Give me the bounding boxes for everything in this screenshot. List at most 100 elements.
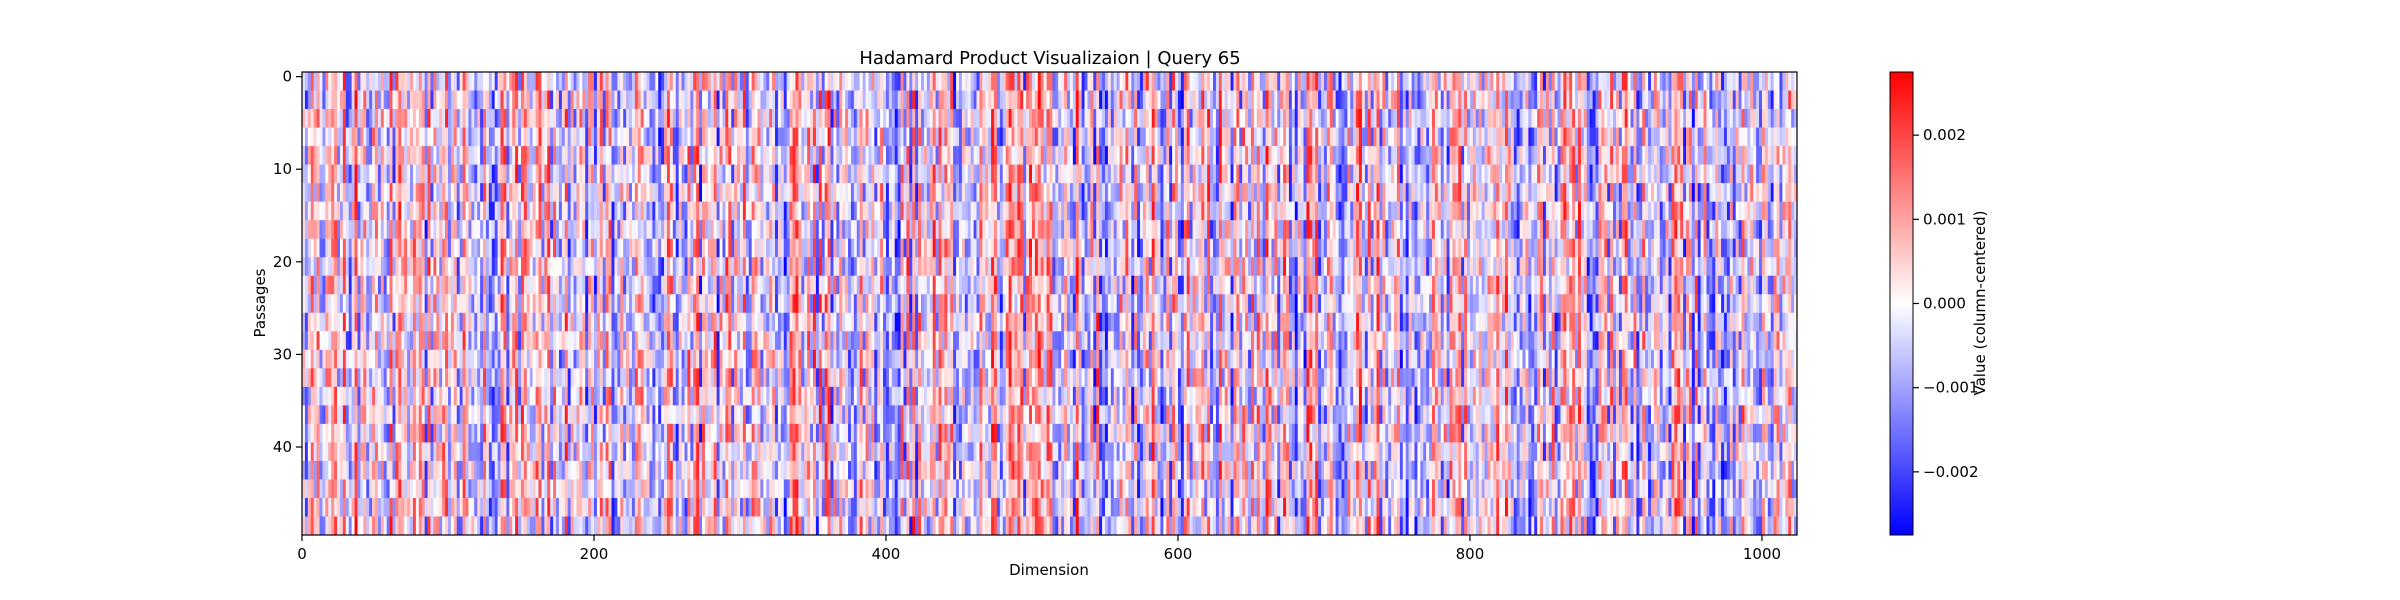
heatmap-cell	[538, 516, 542, 536]
heatmap-cell	[372, 349, 376, 369]
heatmap-cell	[360, 386, 364, 406]
heatmap-cell	[699, 460, 703, 480]
heatmap-cell	[372, 405, 376, 425]
heatmap-cell	[719, 349, 723, 369]
heatmap-cell	[427, 479, 431, 499]
heatmap-cell	[739, 238, 744, 258]
heatmap-cell	[614, 183, 618, 202]
heatmap-cell	[547, 238, 551, 258]
heatmap-cell	[366, 331, 370, 351]
heatmap-cell	[415, 183, 420, 202]
heatmap-cell	[821, 497, 825, 517]
heatmap-cell	[687, 497, 691, 517]
heatmap-cell	[664, 516, 668, 536]
heatmap-cell	[430, 257, 434, 277]
heatmap-cell	[488, 442, 493, 462]
heatmap-cell	[310, 257, 314, 277]
heatmap-cell	[377, 460, 382, 480]
heatmap-cell	[818, 294, 823, 314]
heatmap-cell	[707, 497, 712, 517]
heatmap-cell	[591, 516, 595, 536]
heatmap-cell	[585, 312, 589, 332]
heatmap-cell	[629, 294, 633, 314]
heatmap-cell	[339, 497, 344, 517]
heatmap-cell	[372, 127, 376, 147]
heatmap-cell	[375, 183, 379, 202]
heatmap-cell	[483, 516, 487, 536]
heatmap-cell	[719, 257, 723, 277]
heatmap-cell	[883, 238, 887, 258]
heatmap-cell	[734, 516, 738, 536]
heatmap-cell	[833, 275, 837, 295]
heatmap-cell	[591, 497, 595, 517]
heatmap-cell	[637, 238, 642, 258]
heatmap-cell	[780, 516, 785, 536]
heatmap-cell	[386, 386, 390, 406]
heatmap-cell	[833, 349, 837, 369]
heatmap-cell	[556, 201, 560, 221]
heatmap-cell	[754, 238, 758, 258]
heatmap-cell	[675, 516, 679, 536]
heatmap-cell	[739, 183, 744, 202]
heatmap-cell	[763, 442, 767, 462]
heatmap-cell	[640, 516, 644, 536]
heatmap-cell	[792, 127, 796, 147]
heatmap-cell	[704, 109, 709, 128]
heatmap-cell	[845, 479, 849, 499]
heatmap-cell	[348, 109, 352, 128]
heatmap-cell	[415, 442, 420, 462]
heatmap-cell	[789, 442, 793, 462]
heatmap-cell	[637, 386, 642, 406]
heatmap-cell	[807, 423, 811, 443]
heatmap-cell	[661, 349, 665, 369]
heatmap-cell	[500, 405, 504, 425]
heatmap-cell	[526, 516, 531, 536]
heatmap-cell	[678, 516, 682, 536]
heatmap-cell	[664, 238, 668, 258]
heatmap-cell	[360, 72, 364, 91]
heatmap-cell	[728, 164, 732, 184]
heatmap-cell	[775, 201, 779, 221]
heatmap-cell	[839, 72, 843, 91]
heatmap-cell	[737, 368, 741, 388]
heatmap-cell	[883, 423, 887, 443]
heatmap-cell	[407, 257, 411, 277]
heatmap-cell	[742, 312, 747, 332]
heatmap-cell	[798, 442, 802, 462]
heatmap-cell	[375, 479, 379, 499]
heatmap-cell	[626, 220, 630, 239]
heatmap-cell	[544, 275, 548, 295]
heatmap-cell	[839, 331, 843, 351]
heatmap-cell	[547, 183, 551, 202]
heatmap-cell	[529, 146, 533, 165]
heatmap-cell	[707, 294, 712, 314]
heatmap-cell	[436, 497, 440, 517]
heatmap-cell	[675, 386, 679, 406]
heatmap-cell	[801, 238, 805, 258]
heatmap-cell	[392, 423, 396, 443]
heatmap-cell	[745, 90, 750, 110]
heatmap-cell	[772, 460, 776, 480]
heatmap-cell	[658, 497, 662, 517]
heatmap-cell	[410, 220, 414, 239]
heatmap-cell	[442, 201, 446, 221]
heatmap-cell	[652, 183, 656, 202]
heatmap-cell	[529, 294, 533, 314]
heatmap-cell	[678, 72, 682, 91]
heatmap-cell	[693, 497, 697, 517]
heatmap-cell	[637, 423, 642, 443]
heatmap-cell	[693, 460, 697, 480]
heatmap-cell	[407, 201, 411, 221]
heatmap-cell	[818, 460, 823, 480]
heatmap-cell	[842, 183, 846, 202]
heatmap-cell	[380, 460, 385, 480]
heatmap-cell	[766, 220, 770, 239]
heatmap-cell	[576, 423, 580, 443]
heatmap-cell	[544, 127, 548, 147]
heatmap-cell	[389, 331, 393, 351]
heatmap-cell	[573, 479, 577, 499]
heatmap-cell	[801, 183, 805, 202]
heatmap-cell	[334, 405, 338, 425]
heatmap-cell	[751, 201, 755, 221]
heatmap-cell	[766, 423, 770, 443]
